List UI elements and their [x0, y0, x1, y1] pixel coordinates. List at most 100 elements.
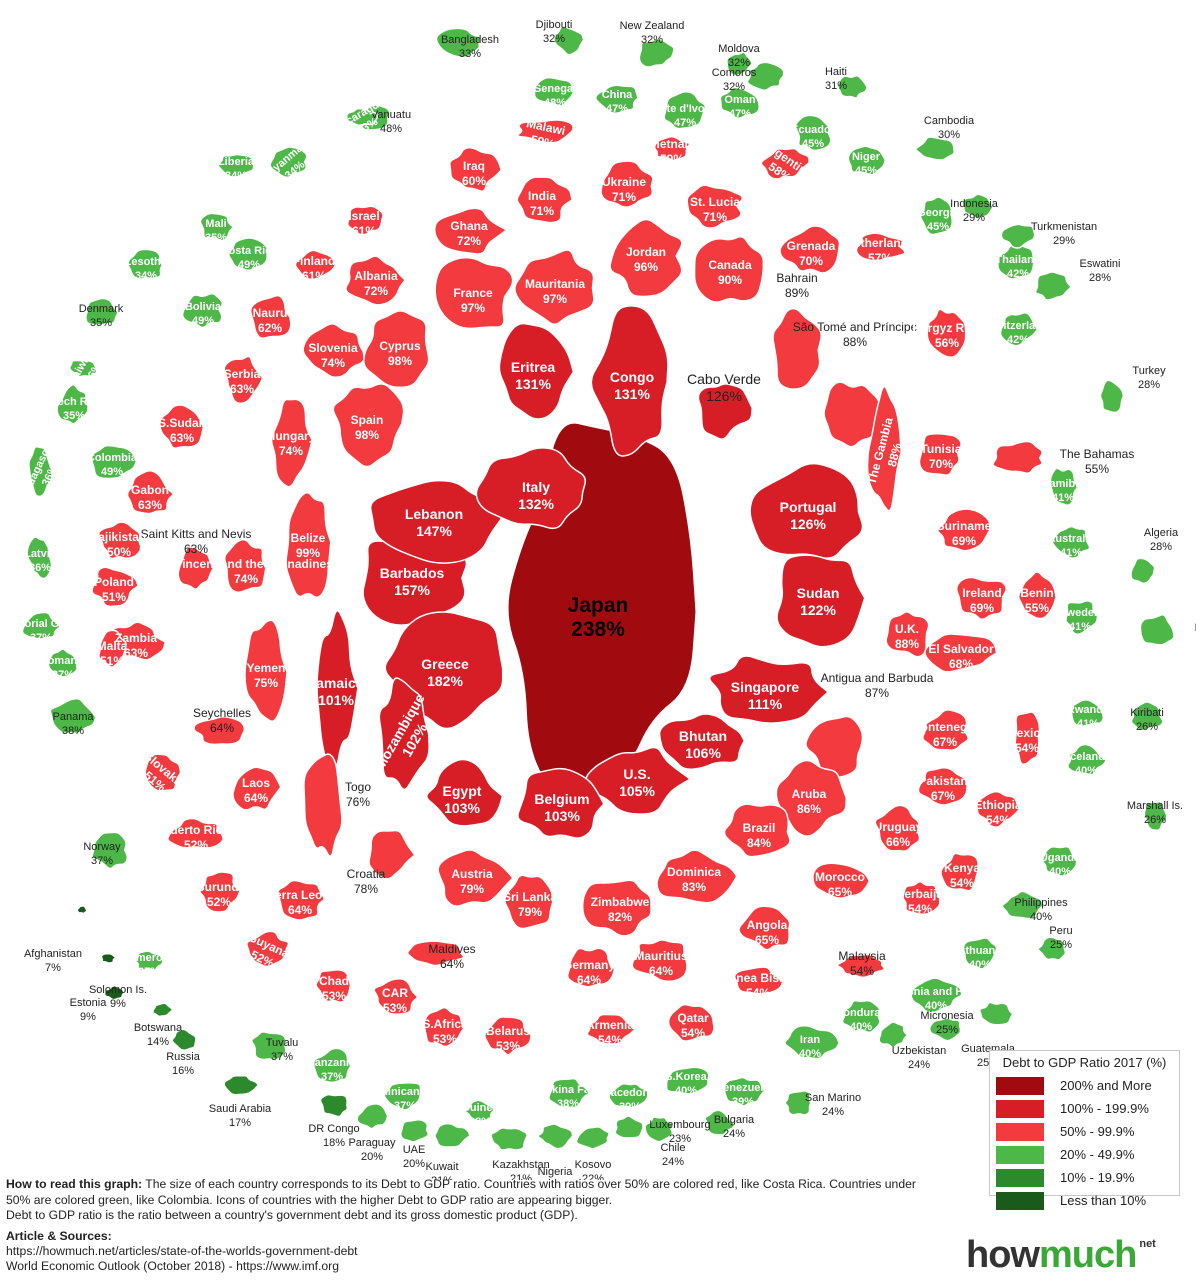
- country-shape-marshall-is-: [1143, 800, 1168, 831]
- country-label: Nigeria21%: [538, 1166, 574, 1180]
- country-shape-saint-kitts-and-nevis: [177, 546, 215, 590]
- country-shape-puerto-rico: [167, 817, 224, 849]
- country-shape-s-sudan: [159, 404, 205, 449]
- country-label: Canada 90%: [708, 258, 752, 287]
- country-label: Tanzania 37%: [309, 1057, 356, 1083]
- country-shape-cambodia: [915, 136, 956, 161]
- country-label: Uruguay 66%: [874, 820, 923, 849]
- country-label: Tajikistan 50%: [92, 530, 146, 559]
- country-shape-cabo-verde: [697, 383, 753, 440]
- definition-text: Debt to GDP ratio is the ratio between a…: [6, 1208, 578, 1222]
- country-shape-iran: [784, 1024, 840, 1060]
- country-label: Sweden 41%: [1059, 607, 1101, 633]
- country-shape-suriname: [937, 508, 991, 552]
- country-label: Costa Rica 49%: [221, 245, 279, 271]
- country-label: The Bahamas 55%: [1060, 447, 1135, 476]
- country-label: China 47%: [602, 89, 633, 115]
- country-label: Ireland 69%: [962, 586, 1001, 615]
- country-shape-czech-rep-: [56, 384, 89, 425]
- source-link[interactable]: https://howmuch.net/articles/state-of-th…: [6, 1244, 358, 1258]
- country-label: Belize 99%: [291, 531, 326, 560]
- country-shape-senegal: [533, 76, 575, 107]
- legend-item: 10% - 19.9%: [996, 1167, 1173, 1188]
- country-shape-grenada: [779, 225, 841, 274]
- country-label: Kosovo 22%: [575, 1159, 612, 1180]
- country-shape-rwanda: [1070, 699, 1105, 728]
- country-label: Japan 238%: [568, 594, 629, 641]
- country-shape-norway: [91, 831, 129, 870]
- country-shape-gabon: [126, 469, 175, 515]
- sources: Article & Sources: https://howmuch.net/a…: [6, 1229, 706, 1274]
- country-label: Lesotho 34%: [125, 256, 168, 282]
- legend-item: 200% and More: [996, 1075, 1173, 1096]
- country-label: Philippines 40%: [1014, 897, 1068, 923]
- country-label: Israel 61%: [348, 209, 379, 238]
- country-label: Suriname 69%: [937, 519, 992, 548]
- country-label: Egypt 103%: [443, 783, 482, 816]
- country-label: Kiribati 26%: [1130, 707, 1164, 733]
- howto-title: How to read this graph:: [6, 1177, 143, 1191]
- country-shape-luxembourg: [614, 1115, 644, 1139]
- country-shape-india: [516, 176, 573, 224]
- legend-label: 10% - 19.9%: [1060, 1170, 1135, 1185]
- country-label: S.Sudan 63%: [158, 416, 206, 445]
- country-shape-benin: [1017, 571, 1057, 620]
- country-label: Greece 182%: [421, 656, 469, 689]
- legend-label: 100% - 199.9%: [1060, 1101, 1149, 1116]
- country-label: Senegal 48%: [534, 83, 576, 109]
- country-shape-jordan: [609, 218, 683, 298]
- country-label: Puerto Rico 52%: [162, 823, 229, 852]
- country-label: Qatar 54%: [677, 1011, 709, 1040]
- country-label: New Zealand 32%: [620, 20, 685, 46]
- country-shape-france: [434, 256, 514, 330]
- country-label: Indonesia 29%: [950, 198, 999, 224]
- legend-swatch: [996, 1191, 1044, 1210]
- country-label: Romania 37%: [40, 655, 87, 681]
- country-shape-azerbaijan: [902, 880, 941, 916]
- country-label: Oman 47%: [724, 94, 755, 120]
- country-shape-nepal: [1139, 614, 1175, 646]
- country-shape-macedonia: [608, 1083, 649, 1109]
- logo-much: much: [1038, 1234, 1137, 1276]
- country-shape-kazakhstan: [490, 1127, 528, 1151]
- country-shape-bangladesh: [435, 27, 482, 58]
- country-shape-romania: [47, 648, 78, 678]
- country-label: Chile 24%: [660, 1142, 685, 1168]
- country-shape-maldives: [406, 940, 465, 967]
- country-label: Bolivia 49%: [185, 301, 222, 327]
- source-link[interactable]: World Economic Outlook (October 2018) - …: [6, 1259, 340, 1273]
- country-label: Niger 45%: [852, 151, 881, 177]
- country-shape-tunisia: [918, 433, 962, 476]
- legend-item: 50% - 99.9%: [996, 1121, 1173, 1142]
- country-shape-new-zealand: [638, 38, 675, 68]
- country-shape-indonesia: [961, 193, 995, 220]
- country-label: Turkey 28%: [1132, 365, 1166, 391]
- country-label: San Marino 24%: [805, 1092, 861, 1118]
- country-label: Grenada 70%: [787, 239, 836, 268]
- country-shape-niger: [847, 145, 886, 176]
- country-shape-hungary: [270, 398, 314, 488]
- legend-item: Less than 10%: [996, 1190, 1173, 1211]
- country-shape-the-gambia: [866, 385, 902, 512]
- country-label: Haiti 31%: [825, 66, 847, 92]
- country-label: Congo 131%: [610, 369, 654, 402]
- country-shape-ukraine: [600, 160, 654, 208]
- country-shape-burkina-faso: [548, 1077, 591, 1109]
- country-shape-turkey: [1099, 379, 1125, 414]
- country-label: Tunisia 70%: [920, 442, 961, 471]
- country-shape-sweden: [1065, 600, 1099, 635]
- country-shape-djibouti: [553, 25, 585, 56]
- country-shape-burundi: [199, 871, 241, 913]
- country-label: Morocco 65%: [815, 870, 865, 899]
- country-shape-uganda: [1041, 845, 1078, 877]
- country-label: Bangladesh 33%: [441, 34, 499, 60]
- country-label: UAE 20%: [403, 1144, 426, 1170]
- country-shape-tanzania: [313, 1047, 352, 1084]
- legend-item: 20% - 49.9%: [996, 1144, 1173, 1165]
- country-shape-s-korea: [665, 1066, 710, 1095]
- legend-item: 100% - 199.9%: [996, 1098, 1173, 1119]
- country-shape-morocco: [812, 862, 871, 899]
- country-label: Gabon 63%: [131, 483, 169, 512]
- country-label: Cabo Verde 126%: [687, 371, 761, 404]
- country-label: Comoros 32%: [712, 67, 757, 93]
